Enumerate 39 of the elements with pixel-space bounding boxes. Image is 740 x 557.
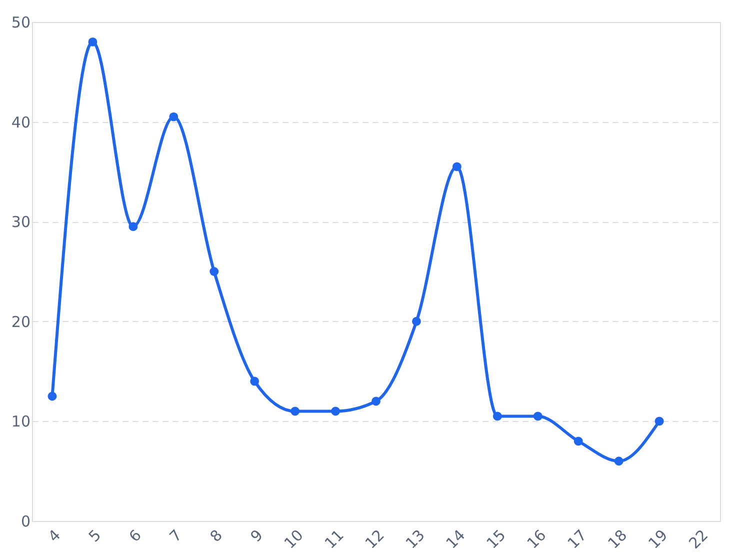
y-tick-label: 30 bbox=[11, 213, 30, 232]
point bbox=[88, 37, 98, 46]
x-tick-label: 19 bbox=[644, 526, 672, 552]
y-tick-label: 10 bbox=[11, 412, 30, 431]
x-tick-label: 12 bbox=[362, 526, 388, 552]
point bbox=[372, 396, 380, 406]
x-tick-label: 9 bbox=[246, 526, 266, 546]
point bbox=[492, 412, 502, 421]
x-tick-label: 6 bbox=[126, 526, 145, 546]
point bbox=[128, 222, 138, 232]
y-tick-label: 20 bbox=[11, 312, 30, 331]
x-tick-label: 11 bbox=[321, 526, 348, 552]
point bbox=[331, 406, 340, 416]
point bbox=[290, 406, 300, 416]
point bbox=[574, 436, 583, 446]
x-tick-label: 7 bbox=[166, 526, 186, 546]
y-tick-label: 0 bbox=[20, 512, 30, 530]
x-tick-label: 16 bbox=[523, 526, 550, 552]
x-tick-label: 5 bbox=[85, 526, 105, 546]
x-tick-label: 17 bbox=[564, 526, 590, 552]
point bbox=[210, 267, 219, 276]
point bbox=[48, 392, 57, 401]
x-tick-label: 8 bbox=[206, 526, 226, 546]
x-tick-label: 4 bbox=[44, 526, 64, 546]
point bbox=[250, 376, 260, 386]
x-tick-label: 13 bbox=[402, 526, 428, 552]
point bbox=[412, 316, 421, 326]
point bbox=[452, 162, 462, 172]
x-tick-label: 15 bbox=[482, 526, 510, 552]
y-tick-label: 40 bbox=[11, 113, 30, 132]
point bbox=[169, 112, 178, 122]
x-tick-label: 10 bbox=[280, 526, 307, 552]
x-tick-label: 18 bbox=[604, 526, 631, 552]
y-tick-label: 50 bbox=[11, 14, 30, 32]
x-tick-label: 22 bbox=[685, 526, 712, 552]
point bbox=[614, 456, 624, 466]
point bbox=[654, 416, 664, 426]
point bbox=[533, 412, 542, 421]
x-tick-label: 14 bbox=[442, 526, 469, 552]
